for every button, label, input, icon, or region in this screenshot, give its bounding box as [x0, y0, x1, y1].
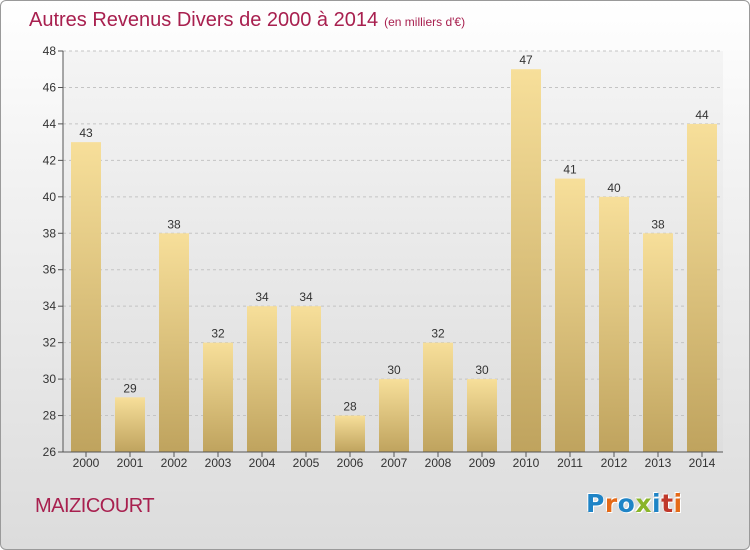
bar-2002: [159, 233, 189, 452]
y-tick-label: 28: [43, 409, 57, 423]
x-tick-label: 2010: [513, 456, 540, 470]
y-tick-label: 48: [43, 44, 57, 58]
logo-letter: x: [635, 489, 652, 518]
chart-title: Autres Revenus Divers de 2000 à 2014 (en …: [29, 9, 465, 32]
y-tick-label: 42: [43, 153, 57, 167]
data-label: 30: [475, 363, 489, 377]
x-tick-label: 2005: [293, 456, 320, 470]
x-tick-label: 2003: [205, 456, 232, 470]
data-label: 40: [607, 181, 621, 195]
data-label: 43: [79, 126, 93, 140]
logo-letter: o: [617, 489, 636, 518]
y-tick-label: 40: [43, 190, 57, 204]
x-tick-label: 2013: [645, 456, 672, 470]
data-label: 47: [519, 53, 533, 67]
data-label: 28: [343, 400, 357, 414]
bar-2008: [423, 342, 453, 452]
y-axis: 26 28 30 32 34 36 38 40 42 44 46 48: [43, 44, 64, 459]
x-tick-label: 2014: [689, 456, 716, 470]
bar-2007: [379, 379, 409, 452]
x-tick-label: 2011: [557, 456, 583, 470]
y-tick-label: 44: [43, 117, 57, 131]
bar-2009: [467, 379, 497, 452]
x-tick-label: 2007: [381, 456, 408, 470]
logo-letter: t: [661, 489, 674, 518]
bar-2006: [335, 415, 365, 452]
bar-2005: [291, 306, 321, 452]
x-tick-label: 2009: [469, 456, 496, 470]
logo-letter: i: [652, 489, 662, 518]
x-tick-label: 2004: [249, 456, 276, 470]
bar-2012: [599, 196, 629, 452]
proxiti-logo[interactable]: Proxiti: [586, 489, 683, 518]
data-label: 38: [651, 217, 665, 231]
data-label: 38: [167, 217, 181, 231]
y-tick-label: 34: [43, 299, 57, 313]
logo-letter: P: [586, 489, 605, 518]
bar-2013: [643, 233, 673, 452]
bars: 43 29 38 32 34 34 28 30 32 30 47 41 40 38 44: [71, 53, 717, 453]
logo-letter: r: [604, 489, 618, 518]
data-label: 34: [299, 290, 313, 304]
y-tick-label: 30: [43, 372, 57, 386]
y-tick-label: 26: [43, 445, 57, 459]
logo-letter: i: [673, 489, 683, 518]
data-label: 41: [563, 163, 577, 177]
bar-2004: [247, 306, 277, 452]
bar-2011: [555, 178, 585, 452]
data-label: 32: [431, 327, 445, 341]
bar-2001: [115, 397, 145, 452]
bar-2000: [71, 142, 101, 453]
bar-2014: [687, 123, 717, 452]
x-axis: 2000 2001 2002 2003 2004 2005 2006 2007 2008 2009…: [63, 451, 723, 470]
y-tick-label: 46: [43, 80, 57, 94]
chart-unit: (en milliers d'€): [384, 15, 466, 29]
y-tick-label: 32: [43, 336, 57, 350]
x-tick-label: 2008: [425, 456, 452, 470]
data-label: 29: [123, 381, 137, 395]
x-tick-label: 2000: [73, 456, 100, 470]
x-tick-label: 2006: [337, 456, 364, 470]
x-tick-label: 2002: [161, 456, 188, 470]
x-tick-label: 2001: [117, 456, 144, 470]
chart-title-text: Autres Revenus Divers de 2000 à 2014: [29, 9, 379, 31]
y-tick-label: 36: [43, 263, 57, 277]
data-label: 32: [211, 327, 225, 341]
y-tick-label: 38: [43, 226, 57, 240]
bar-2003: [203, 342, 233, 452]
x-tick-label: 2012: [601, 456, 628, 470]
commune-name: MAIZICOURT: [35, 495, 155, 517]
data-label: 34: [255, 290, 269, 304]
data-label: 44: [695, 108, 709, 122]
bar-2010: [511, 69, 541, 453]
data-label: 30: [387, 363, 401, 377]
